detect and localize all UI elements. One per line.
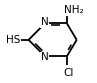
Text: HS: HS [6,35,20,45]
Text: N: N [41,17,49,27]
Text: Cl: Cl [63,68,74,78]
Text: N: N [41,52,49,62]
Text: NH₂: NH₂ [64,5,83,15]
